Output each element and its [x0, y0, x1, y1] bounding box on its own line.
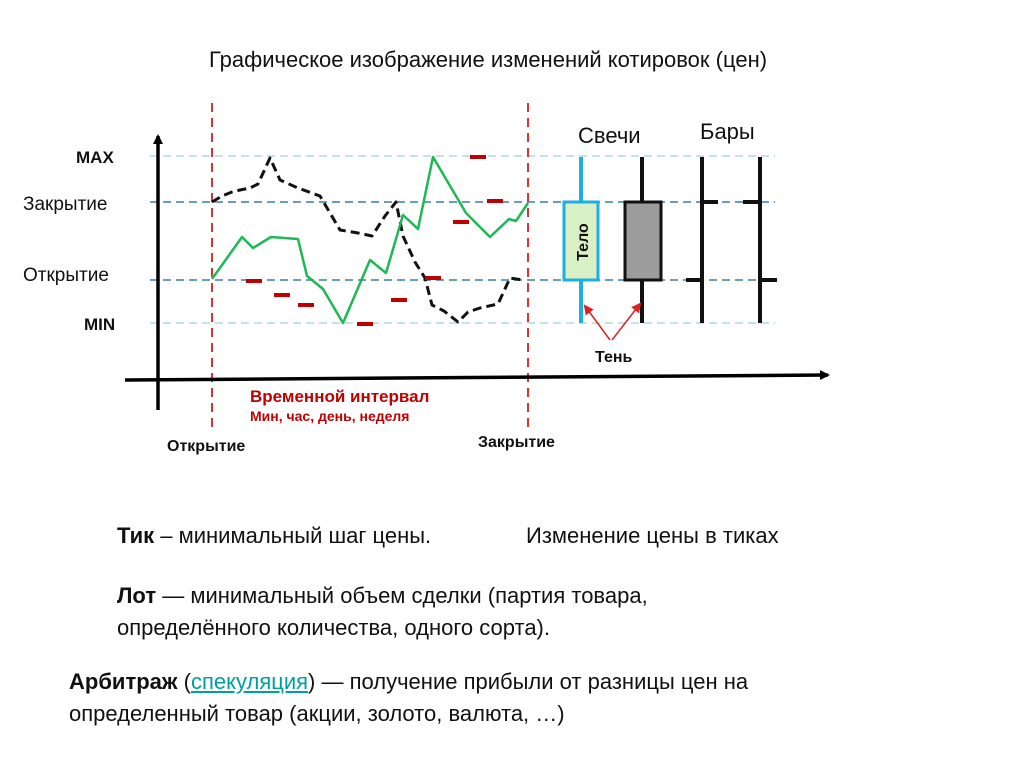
shadow-label: Тень	[595, 349, 633, 366]
shadow-arrow-left	[583, 304, 611, 341]
x-label-close: Закрытие	[478, 434, 555, 451]
lot-definition: Лот — минимальный объем сделки (партия т…	[117, 580, 648, 612]
lot-line-1: — минимальный объем сделки (партия товар…	[156, 583, 648, 608]
body-label: Тело	[575, 223, 592, 261]
interval-subtitle: Мин, час, день, неделя	[250, 408, 409, 424]
tick-definition-text: – минимальный шаг цены.	[154, 523, 432, 548]
close-price-path	[211, 156, 524, 324]
arbitrage-line-2: определенный товар (акции, золото, валют…	[69, 701, 565, 726]
candle-dark-body	[623, 200, 663, 282]
candles-label: Свечи	[578, 123, 641, 148]
bars-label: Бары	[700, 119, 755, 144]
tick-price-path	[210, 155, 530, 325]
lot-term: Лот	[117, 583, 157, 608]
interval-title: Временной интервал	[250, 387, 429, 406]
arbitrage-definition: Арбитраж (спекуляция) — получение прибыл…	[69, 666, 748, 698]
speculation-link[interactable]: спекуляция	[190, 669, 309, 694]
shadow-arrow-right	[611, 302, 642, 341]
lot-line-2: определённого количества, одного сорта).	[117, 615, 550, 640]
y-label-max: MAX	[76, 148, 114, 167]
tick-term: Тик	[117, 523, 155, 548]
arbitrage-term: Арбитраж	[69, 669, 178, 694]
slide-title: Графическое изображение изменений котиро…	[209, 47, 767, 72]
y-label-close: Закрытие	[23, 194, 107, 215]
y-label-open: Открытие	[23, 265, 109, 286]
tick-definition: Тик – минимальный шаг цены.	[117, 520, 431, 552]
arbitrage-open-paren: (	[177, 669, 191, 694]
tick-markers	[246, 155, 503, 326]
x-axis	[124, 370, 830, 382]
candle-light-body	[562, 200, 600, 282]
arbitrage-rest: ) — получение прибыли от разницы цен на	[308, 669, 749, 694]
y-label-min: MIN	[84, 315, 115, 334]
x-label-open: Открытие	[167, 438, 245, 455]
tick-extra: Изменение цены в тиках	[526, 523, 779, 548]
